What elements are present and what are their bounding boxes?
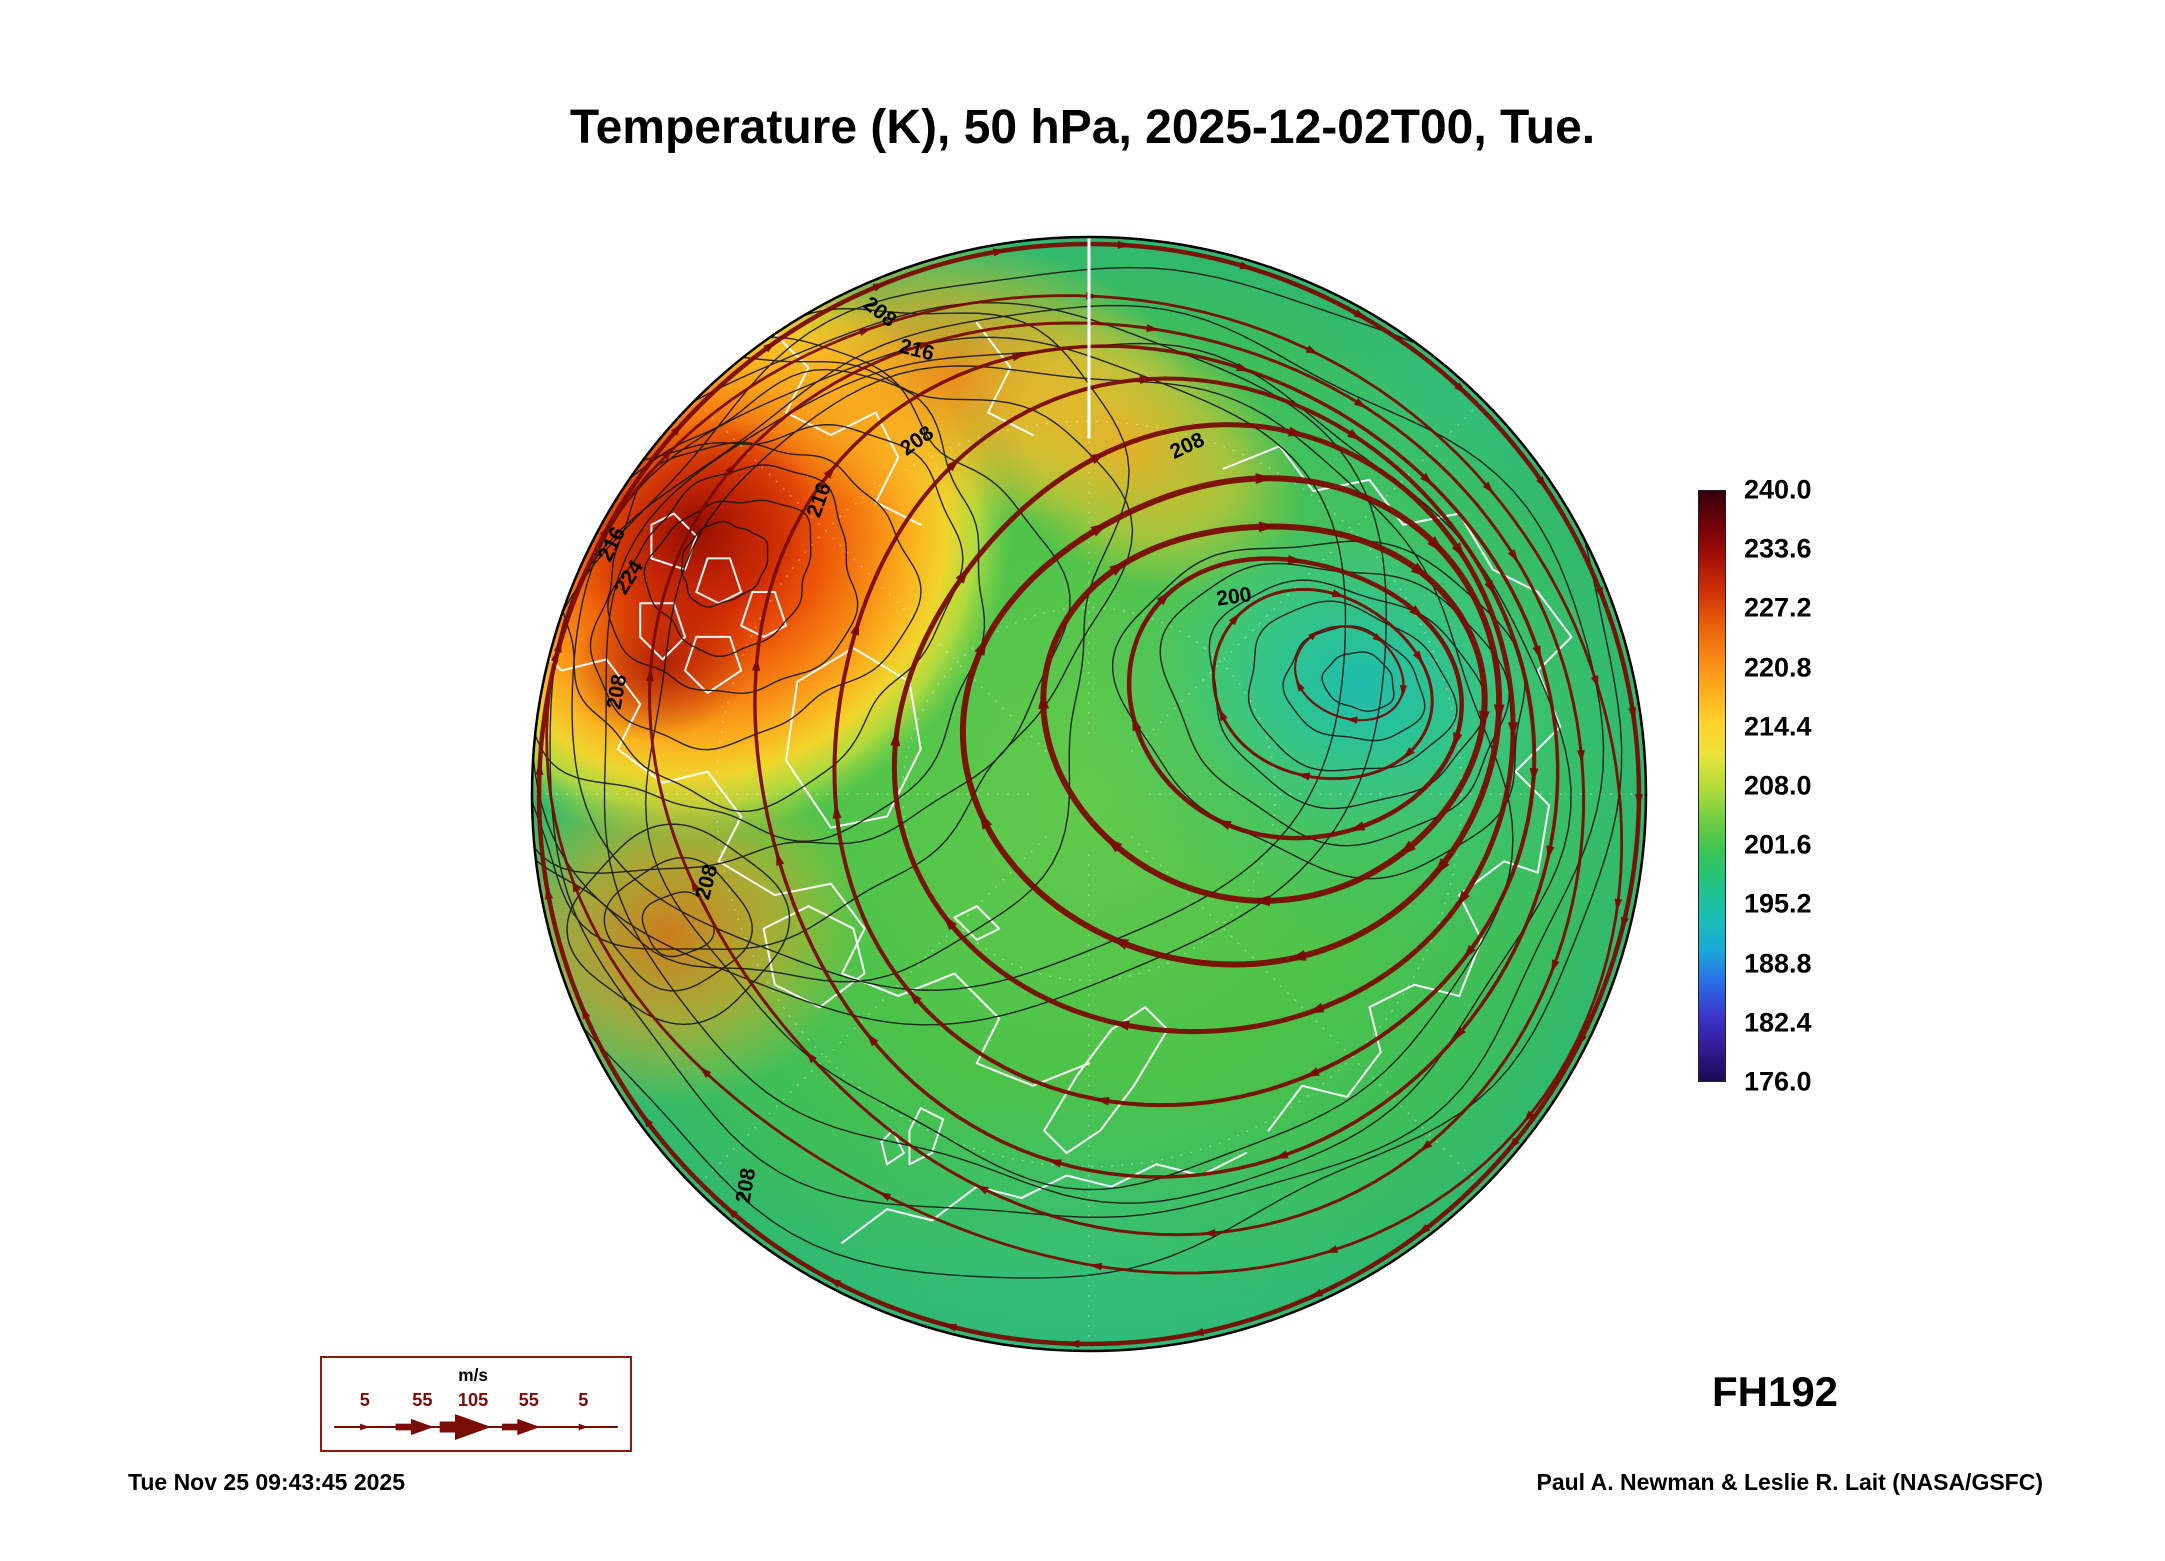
credit-line: Paul A. Newman & Leslie R. Lait (NASA/GS…: [1536, 1469, 2043, 1495]
colorbar-tick-label: 195.2: [1744, 888, 1812, 919]
wind-units-label: m/s: [458, 1365, 488, 1385]
colorbar-tick-label: 233.6: [1744, 533, 1812, 564]
wind-speed-tick: 55: [519, 1390, 539, 1410]
generated-timestamp: Tue Nov 25 09:43:45 2025: [128, 1469, 406, 1495]
colorbar-tick-label: 201.6: [1744, 829, 1812, 860]
forecast-hour-label: FH192: [1711, 1368, 1839, 1415]
colorbar-tick-label: 182.4: [1744, 1007, 1812, 1038]
colorbar-tick-label: 214.4: [1744, 711, 1812, 742]
colorbar-tick-label: 208.0: [1744, 770, 1812, 801]
wind-speed-tick: 55: [412, 1390, 432, 1410]
colorbar-tick-label: 227.2: [1744, 592, 1812, 623]
colorbar-tick-label: 176.0: [1744, 1066, 1812, 1097]
colorbar-tick-label: 240.0: [1744, 474, 1812, 505]
polar-temperature-map: 208 216 208 216 224 216 208 200 208 208 208: [528, 233, 1650, 1355]
colorbar-tick-label: 188.8: [1744, 948, 1812, 979]
colorbar: [1698, 490, 1726, 1082]
contour-label: 200: [1215, 583, 1253, 611]
wind-speed-tick: 5: [360, 1390, 370, 1410]
wind-speed-tick: 105: [458, 1390, 488, 1410]
plot-title: Temperature (K), 50 hPa, 2025-12-02T00, …: [569, 101, 1596, 154]
wind-speed-legend: m/s 5 55 105 55 5: [320, 1356, 632, 1452]
wind-speed-tick: 5: [578, 1390, 588, 1410]
wind-legend-svg: m/s5 55 105 55 5: [334, 1365, 618, 1440]
colorbar-tick-label: 220.8: [1744, 652, 1812, 683]
